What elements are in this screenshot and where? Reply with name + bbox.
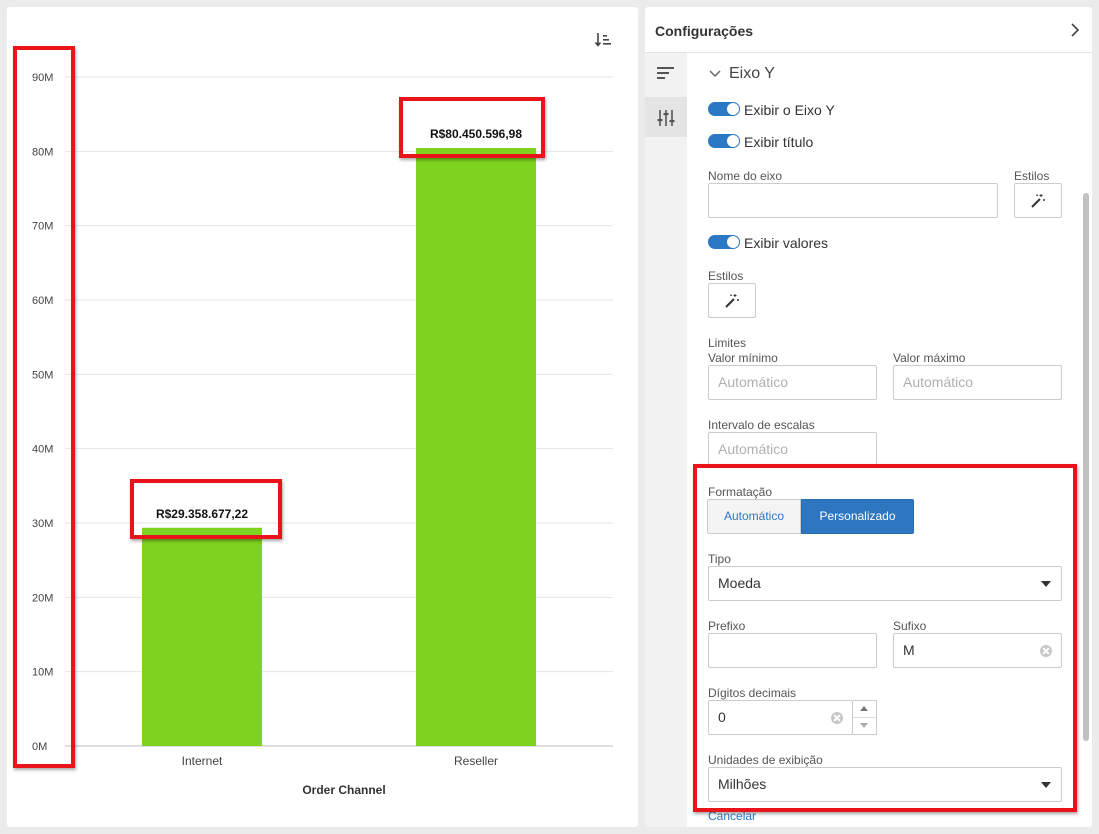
axis-name-label: Nome do eixo: [708, 169, 783, 183]
display-units-value: Milhões: [718, 776, 767, 792]
type-select[interactable]: Moeda: [708, 566, 1062, 601]
sliders-icon: [657, 110, 675, 126]
type-label: Tipo: [708, 552, 731, 566]
bar: [416, 147, 536, 747]
toggle-show-title[interactable]: [708, 134, 740, 148]
y-tick-label: 60M: [32, 295, 53, 307]
data-label: R$29.358.677,22: [156, 507, 248, 521]
y-tick-label: 0M: [32, 741, 47, 753]
format-custom-button[interactable]: Personalizado: [801, 499, 914, 534]
clear-decimals-icon[interactable]: [831, 712, 843, 724]
decimals-input[interactable]: 0: [708, 700, 853, 735]
toggle-show-title-label: Exibir título: [744, 134, 814, 150]
max-value-input[interactable]: Automático: [893, 365, 1062, 400]
rail-fields-tab[interactable]: [645, 53, 687, 93]
x-tick-label: Internet: [182, 754, 223, 768]
cancel-link[interactable]: Cancelar: [708, 809, 757, 823]
bar-chart: 0M 10M 20M 30M 40M 50M 60M 70M 80M 90M R$29.358.67…: [32, 72, 613, 797]
suffix-input-value: M: [903, 642, 915, 658]
prefix-label: Prefixo: [708, 619, 746, 633]
magic-wand-icon: [1031, 194, 1045, 208]
y-tick-label: 30M: [32, 518, 53, 530]
y-tick-label: 20M: [32, 592, 53, 604]
prefix-input[interactable]: [708, 633, 877, 668]
decimals-input-value: 0: [718, 709, 726, 725]
arrow-down-icon: [860, 723, 868, 728]
settings-panel: Configurações Eixo Y: [645, 7, 1092, 827]
settings-title: Configurações: [655, 23, 754, 39]
stepper-down-button[interactable]: [853, 718, 876, 734]
settings-content: Eixo Y Exibir o Eixo Y Exibir título Nom…: [687, 53, 1092, 827]
y-tick-label: 70M: [32, 221, 53, 233]
section-title-eixo-y: Eixo Y: [729, 65, 775, 82]
type-select-value: Moeda: [718, 575, 761, 591]
magic-wand-icon: [725, 294, 739, 308]
suffix-input[interactable]: M: [893, 633, 1062, 668]
caret-down-icon: [1041, 581, 1051, 587]
values-styles-label: Estilos: [708, 269, 744, 283]
toggle-show-axis-label: Exibir o Eixo Y: [744, 102, 835, 118]
suffix-label: Sufixo: [893, 619, 927, 633]
decimals-label: Dígitos decimais: [708, 686, 797, 700]
y-tick-label: 40M: [32, 444, 53, 456]
chart-panel: 0M 10M 20M 30M 40M 50M 60M 70M 80M 90M R$29.358.67…: [7, 7, 638, 827]
axis-name-styles-label: Estilos: [1014, 169, 1050, 183]
values-styles-button[interactable]: [708, 283, 756, 318]
rail-settings-tab[interactable]: [645, 97, 687, 137]
x-tick-label: Reseller: [454, 754, 498, 768]
stepper-up-button[interactable]: [853, 701, 876, 718]
format-automatic-button[interactable]: Automático: [707, 499, 801, 534]
side-rail: [645, 53, 687, 827]
y-tick-label: 80M: [32, 146, 53, 158]
toggle-show-axis[interactable]: [708, 102, 740, 116]
sort-descending-icon[interactable]: [594, 31, 612, 49]
decimals-stepper: [853, 700, 877, 735]
display-units-select[interactable]: Milhões: [708, 767, 1062, 802]
display-units-label: Unidades de exibição: [708, 753, 823, 767]
min-value-input[interactable]: Automático: [708, 365, 877, 400]
caret-down-icon: [1041, 782, 1051, 788]
clear-suffix-icon[interactable]: [1040, 645, 1052, 657]
bar: [142, 527, 262, 746]
axis-name-input[interactable]: [708, 183, 998, 218]
toggle-show-values-label: Exibir valores: [744, 235, 829, 251]
settings-header: Configurações: [645, 7, 1092, 53]
scale-interval-label: Intervalo de escalas: [708, 418, 815, 432]
chevron-right-icon[interactable]: [1068, 22, 1082, 38]
y-tick-label: 90M: [32, 72, 53, 84]
list-lines-icon: [657, 67, 674, 79]
scrollbar[interactable]: [1083, 53, 1089, 827]
toggle-show-values[interactable]: [708, 235, 740, 249]
arrow-up-icon: [860, 706, 868, 711]
max-value-label: Valor máximo: [893, 351, 966, 365]
data-label: R$80.450.596,98: [430, 127, 522, 141]
min-value-label: Valor mínimo: [708, 351, 778, 365]
y-tick-label: 50M: [32, 369, 53, 381]
y-tick-label: 10M: [32, 667, 53, 679]
limits-label: Limites: [708, 336, 747, 350]
scale-interval-input[interactable]: Automático: [708, 432, 877, 467]
scrollbar-thumb[interactable]: [1083, 193, 1089, 741]
chevron-down-icon[interactable]: [709, 69, 721, 79]
x-axis-title: Order Channel: [302, 783, 385, 797]
formatting-label: Formatação: [708, 485, 773, 499]
axis-name-styles-button[interactable]: [1014, 183, 1062, 218]
